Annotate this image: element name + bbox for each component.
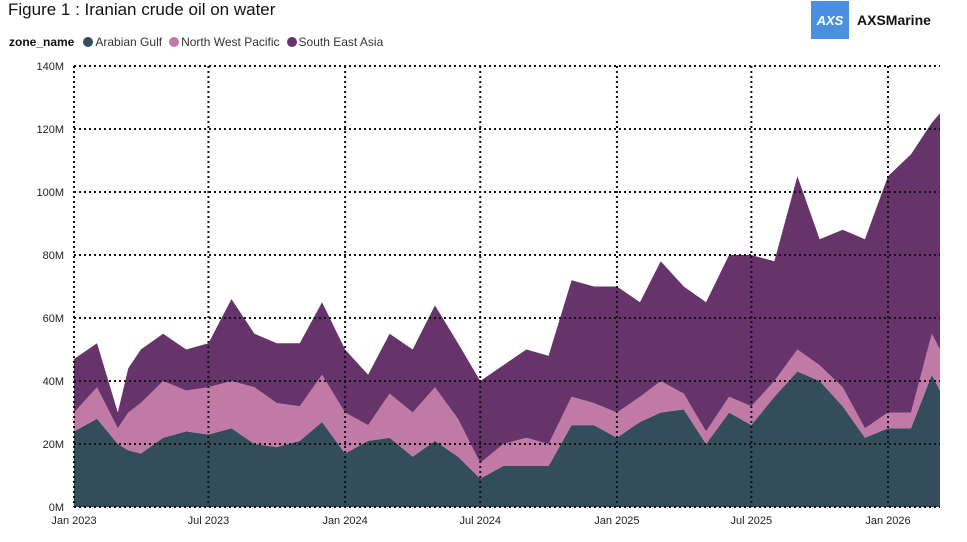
chart-title: Figure 1 : Iranian crude oil on water bbox=[8, 0, 276, 19]
x-tick-label: Jul 2025 bbox=[731, 515, 773, 527]
legend-label: Arabian Gulf bbox=[95, 35, 163, 49]
area-arabian-gulf bbox=[74, 371, 940, 507]
y-tick-label: 0M bbox=[49, 502, 64, 514]
area-south-east-asia bbox=[74, 113, 940, 463]
x-tick-label: Jan 2026 bbox=[865, 515, 910, 527]
y-tick-label: 100M bbox=[36, 187, 64, 199]
x-tick-label: Jan 2025 bbox=[594, 515, 639, 527]
y-tick-label: 80M bbox=[43, 250, 64, 262]
legend-swatch bbox=[286, 37, 297, 47]
legend-item-arabian-gulf[interactable]: Arabian Gulf bbox=[83, 35, 162, 49]
x-tick-label: Jan 2024 bbox=[322, 515, 367, 527]
x-tick-label: Jan 2023 bbox=[51, 515, 96, 527]
y-tick-label: 40M bbox=[43, 376, 64, 388]
x-tick-label: Jul 2024 bbox=[459, 515, 501, 527]
y-tick-label: 120M bbox=[36, 124, 64, 136]
legend-title: zone_name bbox=[9, 35, 75, 49]
legend-item-north-west-pacific[interactable]: North West Pacific bbox=[169, 35, 280, 49]
axs-logo-icon: AXS bbox=[811, 1, 849, 39]
legend-item-south-east-asia[interactable]: South East Asia bbox=[286, 35, 384, 49]
y-tick-label: 20M bbox=[43, 439, 64, 451]
legend-label: South East Asia bbox=[298, 35, 384, 49]
y-tick-label: 60M bbox=[43, 313, 64, 325]
legend: zone_name Arabian Gulf North West Pacifi… bbox=[9, 35, 387, 49]
logo-text: AXSMarine bbox=[857, 12, 931, 28]
legend-label: North West Pacific bbox=[181, 35, 280, 49]
legend-swatch bbox=[83, 37, 94, 47]
y-tick-label: 140M bbox=[36, 61, 64, 73]
x-tick-label: Jul 2023 bbox=[188, 515, 230, 527]
legend-swatch bbox=[169, 37, 180, 47]
axsmarine-logo: AXS AXSMarine bbox=[811, 1, 931, 39]
area-north-west-pacific bbox=[74, 333, 940, 479]
